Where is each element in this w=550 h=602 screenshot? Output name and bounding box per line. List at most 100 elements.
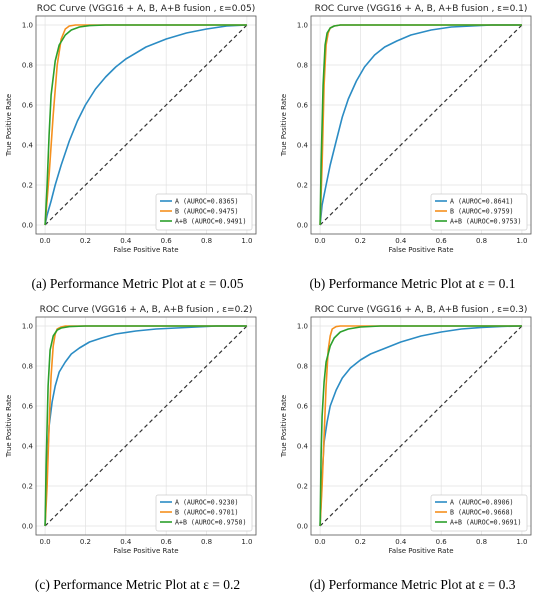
y-tick-label: 0.8 (297, 363, 308, 371)
chart-title: ROC Curve (VGG16 + A, B, A+B fusion , ε=… (37, 4, 256, 14)
y-tick-label: 0.4 (297, 443, 309, 451)
x-tick-label: 0.4 (120, 538, 132, 546)
y-tick-label: 0.6 (297, 102, 309, 110)
roc-panel-b: ROC Curve (VGG16 + A, B, A+B fusion , ε=… (275, 0, 550, 301)
series-line-0 (44, 24, 247, 226)
legend-label: A (AUROC=0.8906) (450, 499, 514, 507)
x-axis-label: False Positive Rate (113, 547, 178, 555)
x-tick-label: 0.6 (161, 237, 173, 245)
y-tick-label: 0.8 (297, 62, 308, 70)
roc-chart: ROC Curve (VGG16 + A, B, A+B fusion , ε=… (280, 4, 532, 254)
legend-box (155, 193, 253, 231)
series-line-2 (319, 325, 522, 527)
y-tick-label: 0.8 (22, 363, 33, 371)
x-tick-label: 0.6 (436, 538, 448, 546)
legend-label: A+B (AUROC=0.9491) (175, 218, 246, 226)
chance-diagonal (319, 325, 523, 527)
x-tick-label: 0.0 (40, 237, 51, 245)
chance-diagonal (319, 24, 523, 226)
x-tick-label: 0.2 (80, 237, 91, 245)
plot-frame (310, 15, 532, 235)
y-tick-label: 0.2 (22, 483, 33, 491)
x-tick-label: 0.2 (355, 237, 366, 245)
y-tick-label: 0.0 (22, 222, 33, 230)
legend-label: B (AUROC=0.9701) (175, 509, 239, 517)
x-tick-label: 0.8 (476, 538, 487, 546)
chance-diagonal (44, 325, 248, 527)
y-tick-label: 0.4 (297, 142, 309, 150)
series-line-2 (44, 24, 247, 226)
series-line-2 (44, 325, 247, 527)
y-tick-label: 0.2 (297, 483, 308, 491)
x-tick-label: 0.6 (436, 237, 448, 245)
y-tick-label: 0.2 (297, 182, 308, 190)
x-tick-label: 0.6 (161, 538, 173, 546)
y-tick-label: 0.4 (22, 443, 34, 451)
roc-chart: ROC Curve (VGG16 + A, B, A+B fusion , ε=… (280, 305, 532, 555)
x-axis-label: False Positive Rate (388, 547, 453, 555)
x-axis-label: False Positive Rate (388, 246, 453, 254)
x-tick-label: 0.2 (80, 538, 91, 546)
legend-label: A+B (AUROC=0.9691) (450, 519, 521, 527)
x-tick-label: 1.0 (516, 538, 527, 546)
legend-label: A (AUROC=0.9230) (175, 499, 239, 507)
x-tick-label: 1.0 (516, 237, 527, 245)
y-tick-label: 1.0 (297, 22, 308, 30)
legend-label: B (AUROC=0.9759) (450, 208, 514, 216)
roc-panel-d: ROC Curve (VGG16 + A, B, A+B fusion , ε=… (275, 301, 550, 602)
roc-chart: ROC Curve (VGG16 + A, B, A+B fusion , ε=… (5, 4, 257, 254)
x-tick-label: 0.0 (40, 538, 51, 546)
x-tick-label: 0.4 (395, 237, 407, 245)
panel-caption: (c) Performance Metric Plot at ε = 0.2 (34, 577, 241, 592)
chart-title: ROC Curve (VGG16 + A, B, A+B fusion , ε=… (40, 305, 253, 315)
panel-caption: (d) Performance Metric Plot at ε = 0.3 (309, 577, 516, 592)
roc-panel-c: ROC Curve (VGG16 + A, B, A+B fusion , ε=… (0, 301, 275, 602)
roc-chart: ROC Curve (VGG16 + A, B, A+B fusion , ε=… (5, 305, 257, 555)
x-tick-label: 0.8 (476, 237, 487, 245)
y-tick-label: 0.8 (22, 62, 33, 70)
legend-label: A (AUROC=0.8641) (450, 198, 514, 206)
y-axis-label: True Positive Rate (280, 94, 288, 157)
x-tick-label: 0.0 (315, 538, 326, 546)
series-line-0 (44, 325, 247, 527)
chart-title: ROC Curve (VGG16 + A, B, A+B fusion , ε=… (315, 305, 528, 315)
y-tick-label: 0.0 (297, 523, 308, 531)
y-tick-label: 1.0 (22, 323, 33, 331)
panel-caption: (a) Performance Metric Plot at ε = 0.05 (31, 276, 244, 291)
panel-caption: (b) Performance Metric Plot at ε = 0.1 (309, 276, 516, 291)
y-axis-label: True Positive Rate (5, 395, 13, 458)
x-tick-label: 0.2 (355, 538, 366, 546)
x-tick-label: 0.8 (201, 237, 212, 245)
plot-frame (35, 316, 257, 536)
y-tick-label: 0.6 (22, 102, 34, 110)
chance-diagonal (44, 24, 248, 226)
legend-box (155, 494, 253, 532)
series-line-1 (319, 325, 522, 527)
y-tick-label: 1.0 (22, 22, 33, 30)
legend-box (430, 494, 528, 532)
y-tick-label: 1.0 (297, 323, 308, 331)
y-axis-label: True Positive Rate (5, 94, 13, 157)
x-axis-label: False Positive Rate (113, 246, 178, 254)
legend-box (430, 193, 528, 231)
plot-frame (35, 15, 257, 235)
x-tick-label: 0.4 (120, 237, 132, 245)
series-line-2 (319, 24, 522, 226)
chart-title: ROC Curve (VGG16 + A, B, A+B fusion , ε=… (315, 4, 528, 14)
legend-label: A (AUROC=0.8365) (175, 198, 239, 206)
legend-label: A+B (AUROC=0.9750) (175, 519, 246, 527)
x-tick-label: 1.0 (241, 237, 252, 245)
roc-panel-a: ROC Curve (VGG16 + A, B, A+B fusion , ε=… (0, 0, 275, 301)
legend-label: A+B (AUROC=0.9753) (450, 218, 521, 226)
x-tick-label: 0.0 (315, 237, 326, 245)
y-tick-label: 0.2 (22, 182, 33, 190)
y-tick-label: 0.6 (22, 403, 34, 411)
y-axis-label: True Positive Rate (280, 395, 288, 458)
series-line-0 (319, 325, 522, 527)
legend-label: B (AUROC=0.9475) (175, 208, 239, 216)
y-tick-label: 0.0 (297, 222, 308, 230)
x-tick-label: 0.4 (395, 538, 407, 546)
plot-frame (310, 316, 532, 536)
y-tick-label: 0.0 (22, 523, 33, 531)
x-tick-label: 0.8 (201, 538, 212, 546)
